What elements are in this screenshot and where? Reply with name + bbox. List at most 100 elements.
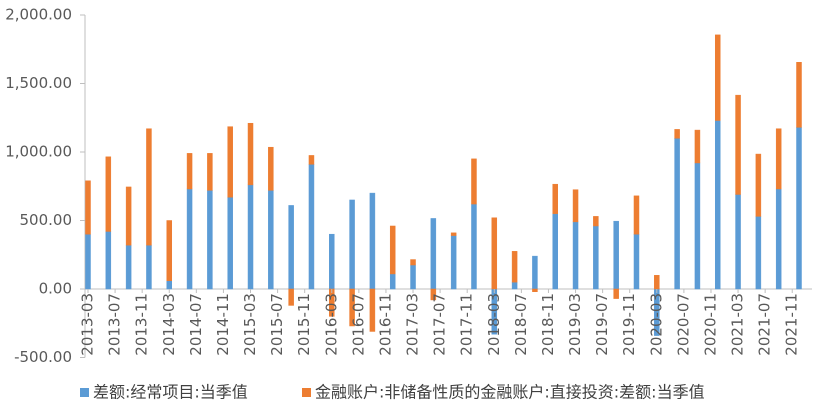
bar xyxy=(755,153,762,217)
bar xyxy=(694,162,701,290)
x-tick-label: 2016-03 xyxy=(322,293,340,356)
bar xyxy=(775,128,782,190)
bar xyxy=(186,153,193,190)
x-tick-label: 2017-11 xyxy=(458,293,476,356)
y-tick-label: 1,500.00 xyxy=(5,74,72,92)
x-tick-label: 2014-11 xyxy=(214,293,232,356)
x-tick-label: 2014-07 xyxy=(187,293,205,356)
x-tick-label: 2019-07 xyxy=(593,293,611,356)
bar xyxy=(389,225,396,275)
bar xyxy=(633,195,640,235)
x-tick-label: 2016-11 xyxy=(376,293,394,356)
bar xyxy=(735,94,741,195)
bar xyxy=(572,189,579,223)
x-tick-label: 2021-03 xyxy=(729,293,747,356)
x-tick-label: 2014-03 xyxy=(160,293,178,356)
y-tick-label: -500.00 xyxy=(14,348,72,366)
bar xyxy=(593,225,599,290)
bar xyxy=(227,196,233,290)
x-tick-label: 2015-07 xyxy=(268,293,286,356)
x-tick-label: 2015-03 xyxy=(241,293,259,356)
bar xyxy=(410,259,416,266)
bar xyxy=(85,180,91,235)
bar xyxy=(389,273,396,290)
bar xyxy=(775,188,782,290)
bar xyxy=(471,158,477,205)
bar xyxy=(166,220,173,282)
x-tick-label: 2019-11 xyxy=(620,293,638,356)
bar xyxy=(654,275,660,290)
bar xyxy=(268,146,274,191)
bar xyxy=(430,288,437,301)
x-tick-label: 2020-03 xyxy=(647,293,665,356)
bar xyxy=(369,288,376,332)
bar xyxy=(613,220,619,290)
bar xyxy=(410,264,416,290)
bar xyxy=(491,217,498,290)
bar xyxy=(369,192,376,290)
bar xyxy=(349,199,355,290)
bar xyxy=(593,216,599,227)
x-tick-label: 2017-03 xyxy=(404,293,422,356)
x-tick-label: 2016-07 xyxy=(349,293,367,356)
bar xyxy=(247,184,254,290)
bar xyxy=(430,218,437,290)
bar xyxy=(471,203,477,290)
bar xyxy=(735,194,741,290)
x-tick-label: 2018-03 xyxy=(485,293,503,356)
bar xyxy=(308,155,315,165)
x-tick-label: 2021-07 xyxy=(756,293,774,356)
legend-label: 金融账户:非储备性质的金融账户:直接投资:差额:当季值 xyxy=(315,383,705,402)
bar xyxy=(572,221,579,290)
x-tick-label: 2019-03 xyxy=(566,293,584,356)
x-tick-label: 2013-03 xyxy=(79,293,97,356)
y-tick-label: 2,000.00 xyxy=(5,6,72,24)
bar xyxy=(125,186,132,246)
bar xyxy=(207,190,213,290)
bar xyxy=(125,244,132,290)
x-tick-label: 2021-11 xyxy=(783,293,801,356)
bar xyxy=(105,231,112,290)
bar xyxy=(532,288,538,292)
y-tick-label: 1,000.00 xyxy=(5,143,72,161)
bar xyxy=(511,251,518,283)
y-tick-label: 0.00 xyxy=(39,280,72,298)
bar xyxy=(329,233,335,290)
x-tick-label: 2018-07 xyxy=(512,293,530,356)
x-tick-label: 2018-11 xyxy=(539,293,557,356)
bar xyxy=(146,128,152,246)
bar xyxy=(227,126,233,198)
bar xyxy=(633,233,640,290)
bar xyxy=(532,255,538,290)
bar xyxy=(308,164,315,290)
x-tick-label: 2017-07 xyxy=(431,293,449,356)
x-tick-label: 2013-11 xyxy=(133,293,151,356)
x-tick-label: 2020-07 xyxy=(674,293,692,356)
bar xyxy=(552,183,558,214)
bar xyxy=(674,138,680,290)
bar xyxy=(450,235,457,290)
legend-swatch xyxy=(80,388,89,397)
bar xyxy=(450,232,457,236)
x-tick-label: 2020-11 xyxy=(701,293,719,356)
bar xyxy=(207,153,213,191)
bar xyxy=(714,34,721,121)
bar xyxy=(694,129,701,164)
legend-label: 差额:经常项目:当季值 xyxy=(93,383,248,402)
bar xyxy=(674,129,680,139)
x-tick-label: 2013-07 xyxy=(106,293,124,356)
bar xyxy=(755,216,762,290)
bar xyxy=(268,190,274,290)
legend-swatch xyxy=(302,388,311,397)
bar xyxy=(186,188,193,290)
bar xyxy=(166,280,173,290)
bar xyxy=(511,281,518,290)
x-tick-label: 2015-11 xyxy=(295,293,313,356)
bar xyxy=(613,288,619,299)
bar xyxy=(796,62,802,128)
bar xyxy=(146,244,152,290)
bar xyxy=(796,127,802,290)
bar xyxy=(288,288,294,306)
bar xyxy=(714,120,721,290)
